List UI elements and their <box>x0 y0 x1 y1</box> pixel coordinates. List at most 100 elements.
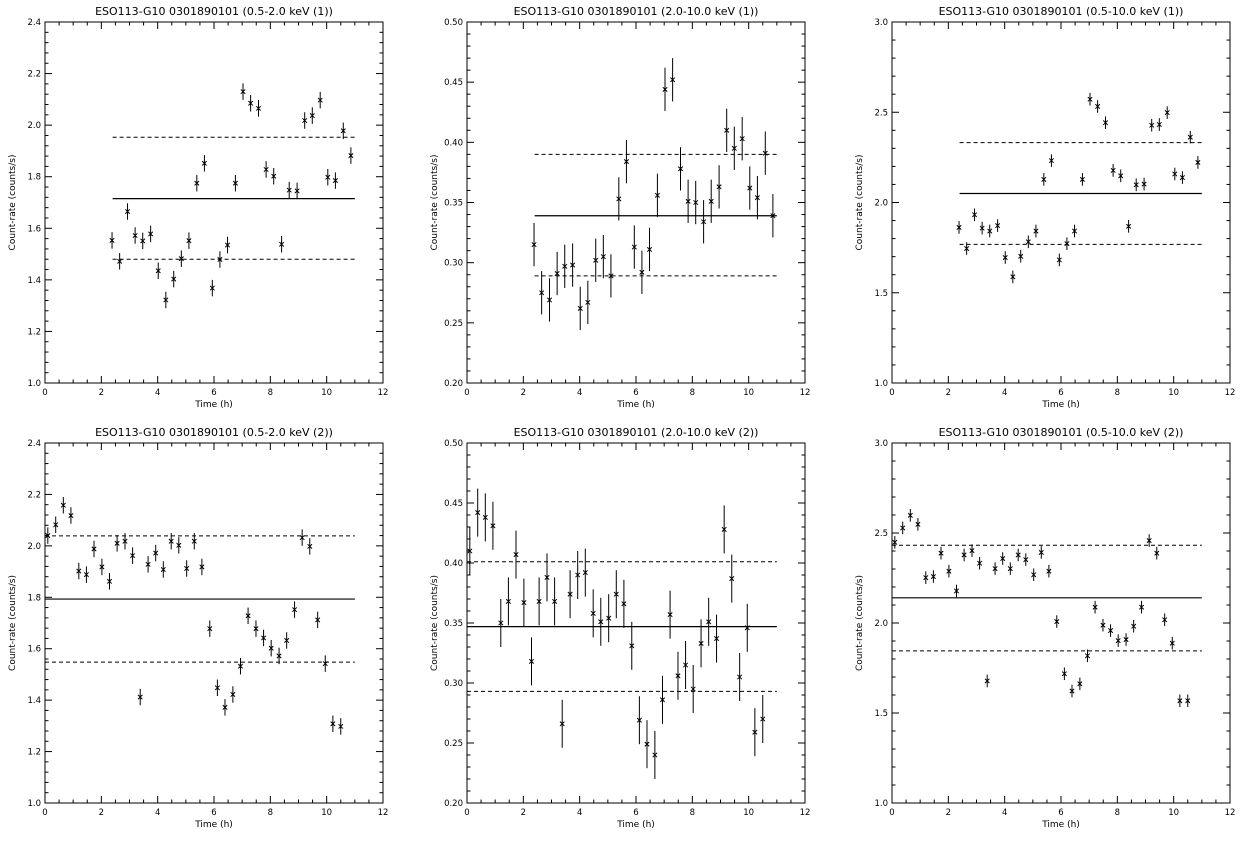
data-point <box>924 571 928 584</box>
data-point <box>717 165 721 208</box>
data-point <box>146 556 150 572</box>
x-tick-label: 10 <box>321 388 332 398</box>
data-point <box>1093 601 1097 614</box>
data-point <box>972 208 976 221</box>
y-tick-label: 2.5 <box>874 529 888 539</box>
data-point <box>745 604 749 652</box>
data-point <box>349 147 353 164</box>
panel-2: ESO113-G10 0301890101 (2.0-10.0 keV (1))… <box>430 5 810 410</box>
x-tick-label: 12 <box>1225 388 1236 398</box>
x-tick-label: 10 <box>1168 808 1179 818</box>
data-point <box>1062 667 1066 680</box>
x-tick-label: 4 <box>577 388 582 398</box>
data-point <box>269 640 273 656</box>
data-point <box>1024 553 1028 566</box>
data-point <box>1000 552 1004 565</box>
data-point <box>310 107 314 124</box>
data-point <box>1116 634 1120 647</box>
x-axis-label: Time (h) <box>1041 400 1080 410</box>
data-point <box>110 232 114 249</box>
data-point <box>622 580 626 628</box>
data-point <box>939 547 943 560</box>
data-point <box>660 676 664 724</box>
y-tick-label: 1.5 <box>874 709 888 719</box>
data-point <box>601 235 605 278</box>
data-point <box>957 221 961 234</box>
data-point <box>248 95 252 112</box>
data-point <box>187 232 191 249</box>
data-point <box>988 225 992 238</box>
data-point <box>993 562 997 575</box>
data-point <box>1134 178 1138 191</box>
data-point <box>231 686 235 702</box>
plot-frame <box>892 443 1230 803</box>
data-point <box>233 175 237 192</box>
data-point <box>663 68 667 111</box>
data-point <box>1142 178 1146 191</box>
data-point <box>1188 131 1192 144</box>
data-point <box>676 652 680 700</box>
data-point <box>637 696 641 744</box>
data-point <box>1095 100 1099 113</box>
data-point <box>532 223 536 266</box>
data-point <box>1072 225 1076 238</box>
plot-frame <box>467 443 805 803</box>
data-point <box>1047 565 1051 578</box>
data-point <box>748 166 752 209</box>
data-point <box>1155 547 1159 560</box>
data-point <box>295 183 299 200</box>
data-point <box>261 630 265 646</box>
data-point <box>706 598 710 646</box>
data-point <box>77 563 81 579</box>
data-point <box>331 716 335 732</box>
data-point <box>499 599 503 647</box>
x-tick-label: 6 <box>1058 808 1063 818</box>
x-tick-label: 2 <box>99 388 104 398</box>
data-point <box>272 168 276 185</box>
panel-title: ESO113-G10 0301890101 (0.5-10.0 keV (1)) <box>939 5 1184 18</box>
panel-title: ESO113-G10 0301890101 (0.5-2.0 keV (2)) <box>95 426 333 439</box>
data-point <box>341 123 345 140</box>
data-point <box>210 280 214 297</box>
x-tick-label: 12 <box>378 388 389 398</box>
data-point <box>208 620 212 636</box>
y-tick-label: 1.6 <box>27 645 41 655</box>
data-point <box>1162 613 1166 626</box>
data-point <box>985 675 989 688</box>
data-point <box>539 271 543 314</box>
data-point <box>916 518 920 531</box>
panel-3: ESO113-G10 0301890101 (0.5-10.0 keV (1))… <box>855 5 1235 410</box>
x-axis-label: Time (h) <box>194 400 233 410</box>
x-tick-label: 12 <box>1225 808 1236 818</box>
y-tick-label: 1.8 <box>27 173 41 183</box>
data-point <box>893 536 897 549</box>
data-point <box>172 271 176 288</box>
data-point <box>223 699 227 715</box>
data-point <box>1016 549 1020 562</box>
y-tick-label: 0.50 <box>444 18 463 28</box>
x-tick-label: 8 <box>1115 808 1120 818</box>
data-point <box>617 177 621 220</box>
data-point <box>755 176 759 219</box>
data-point <box>125 203 129 220</box>
data-point <box>177 537 181 553</box>
x-tick-label: 8 <box>1115 388 1120 398</box>
data-point <box>570 243 574 286</box>
data-point <box>1124 633 1128 646</box>
data-point <box>1126 220 1130 233</box>
data-point <box>246 608 250 624</box>
data-point <box>202 155 206 172</box>
y-axis-label: Count-rate (counts/s) <box>430 155 440 251</box>
data-point <box>506 577 510 625</box>
plot-frame <box>467 22 805 383</box>
x-tick-label: 4 <box>1002 808 1007 818</box>
data-point <box>630 622 634 670</box>
data-point <box>901 522 905 535</box>
data-point <box>318 92 322 109</box>
data-point <box>1180 171 1184 184</box>
data-point <box>1101 619 1105 632</box>
data-point <box>1196 156 1200 169</box>
data-point <box>1165 106 1169 119</box>
data-point <box>107 573 111 589</box>
data-point <box>578 287 582 330</box>
